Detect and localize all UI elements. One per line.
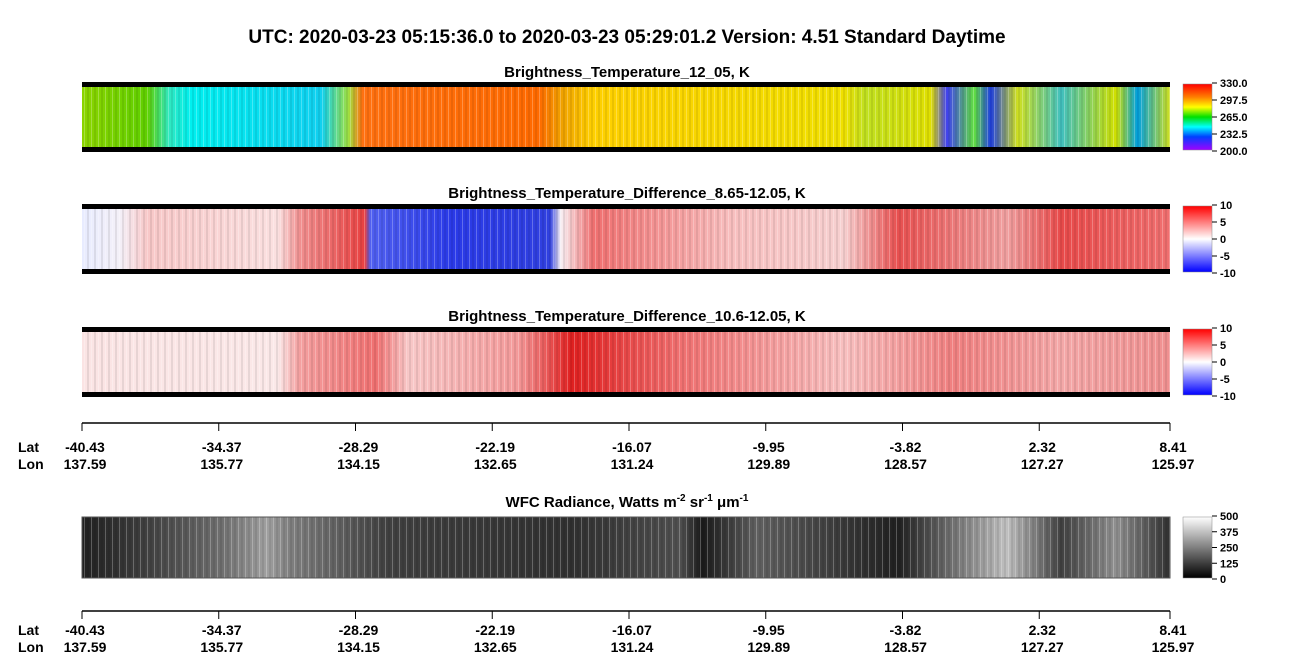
image-texture xyxy=(82,329,1170,395)
lon-value: 125.97 xyxy=(1152,456,1195,472)
colorbar-tick-label: 0 xyxy=(1220,574,1226,586)
title-text: Brightness_Temperature_12_05, K xyxy=(504,64,750,81)
colorbar xyxy=(1182,83,1213,151)
lat-value: -3.82 xyxy=(890,439,922,455)
lat-value: -9.95 xyxy=(753,439,785,455)
lat-label: Lat xyxy=(18,622,39,638)
lat-value: 2.32 xyxy=(1029,622,1056,638)
lon-value: 134.15 xyxy=(337,639,380,655)
lat-value: -16.07 xyxy=(612,439,652,455)
title-superscript: -1 xyxy=(704,493,713,504)
title-superscript: -2 xyxy=(677,493,686,504)
colorbar-tick-label: -5 xyxy=(1220,251,1230,263)
lon-value: 127.27 xyxy=(1021,639,1064,655)
colorbar-tick-label: 500 xyxy=(1220,511,1238,523)
panel-title: Brightness_Temperature_Difference_10.6-1… xyxy=(448,308,806,325)
strip-edge-top xyxy=(82,204,1170,209)
panel-title: Brightness_Temperature_Difference_8.65-1… xyxy=(448,185,806,202)
lon-value: 131.24 xyxy=(611,639,654,655)
lat-value: -22.19 xyxy=(475,439,515,455)
page-title: UTC: 2020-03-23 05:15:36.0 to 2020-03-23… xyxy=(248,27,1005,48)
lon-label: Lon xyxy=(18,456,44,472)
title-text: μm xyxy=(713,494,740,511)
strip-edge-bottom xyxy=(82,269,1170,274)
lon-value: 131.24 xyxy=(611,456,654,472)
colorbar-tick-label: -5 xyxy=(1220,374,1230,386)
lon-value: 137.59 xyxy=(64,456,107,472)
lon-value: 132.65 xyxy=(474,456,517,472)
lat-value: 2.32 xyxy=(1029,439,1056,455)
colorbar-tick-label: -10 xyxy=(1220,268,1236,280)
lon-value: 134.15 xyxy=(337,456,380,472)
colorbar-tick-label: 10 xyxy=(1220,323,1232,335)
lon-value: 132.65 xyxy=(474,639,517,655)
lon-value: 129.89 xyxy=(747,456,790,472)
colorbar-tick-label: 125 xyxy=(1220,558,1238,570)
colorbar-tick-label: 0 xyxy=(1220,357,1226,369)
image-texture xyxy=(82,84,1170,150)
lat-value: -9.95 xyxy=(753,622,785,638)
colorbar xyxy=(1182,516,1213,579)
lon-value: 125.97 xyxy=(1152,639,1195,655)
strip-edge-bottom xyxy=(82,147,1170,152)
panel-title: WFC Radiance, Watts m-2 sr-1 μm-1 xyxy=(506,493,749,511)
image-texture xyxy=(82,517,1170,578)
image-texture xyxy=(82,206,1170,272)
lon-value: 129.89 xyxy=(747,639,790,655)
colorbar-tick-label: 10 xyxy=(1220,200,1232,212)
strip-frame xyxy=(81,516,1171,579)
lon-value: 127.27 xyxy=(1021,456,1064,472)
colorbar-tick-label: 232.5 xyxy=(1220,129,1248,141)
lon-label: Lon xyxy=(18,639,44,655)
colorbar-tick-label: 250 xyxy=(1220,543,1238,555)
strip-edge-top xyxy=(82,327,1170,332)
colorbar xyxy=(1182,328,1213,396)
lat-value: 8.41 xyxy=(1159,439,1186,455)
colorbar-tick-label: 5 xyxy=(1220,340,1226,352)
colorbar-tick-label: 375 xyxy=(1220,527,1238,539)
lat-value: -40.43 xyxy=(65,439,105,455)
lat-value: -40.43 xyxy=(65,622,105,638)
lat-value: -34.37 xyxy=(202,622,242,638)
title-text: WFC Radiance, Watts m xyxy=(506,494,677,511)
colorbar-tick-label: 265.0 xyxy=(1220,112,1248,124)
lat-value: -34.37 xyxy=(202,439,242,455)
lat-label: Lat xyxy=(18,439,39,455)
lon-value: 137.59 xyxy=(64,639,107,655)
colorbar-tick-label: 330.0 xyxy=(1220,78,1248,90)
lat-value: -22.19 xyxy=(475,622,515,638)
title-superscript: -1 xyxy=(740,493,749,504)
colorbar-tick-label: 200.0 xyxy=(1220,146,1248,158)
lat-value: -28.29 xyxy=(339,622,379,638)
colorbar xyxy=(1182,205,1213,273)
lat-value: -28.29 xyxy=(339,439,379,455)
lat-value: -16.07 xyxy=(612,622,652,638)
colorbar-tick-label: -10 xyxy=(1220,391,1236,403)
title-text: Brightness_Temperature_Difference_8.65-1… xyxy=(448,185,806,202)
colorbar-tick-label: 0 xyxy=(1220,234,1226,246)
title-text: sr xyxy=(686,494,705,511)
title-text: Brightness_Temperature_Difference_10.6-1… xyxy=(448,308,806,325)
lon-value: 135.77 xyxy=(200,639,243,655)
lon-value: 128.57 xyxy=(884,639,927,655)
strip-edge-bottom xyxy=(82,392,1170,397)
lon-value: 135.77 xyxy=(200,456,243,472)
panel-title: Brightness_Temperature_12_05, K xyxy=(504,64,750,81)
strip-edge-top xyxy=(82,82,1170,87)
lon-value: 128.57 xyxy=(884,456,927,472)
lat-value: 8.41 xyxy=(1159,622,1186,638)
colorbar-tick-label: 5 xyxy=(1220,217,1226,229)
colorbar-tick-label: 297.5 xyxy=(1220,95,1248,107)
lat-value: -3.82 xyxy=(890,622,922,638)
